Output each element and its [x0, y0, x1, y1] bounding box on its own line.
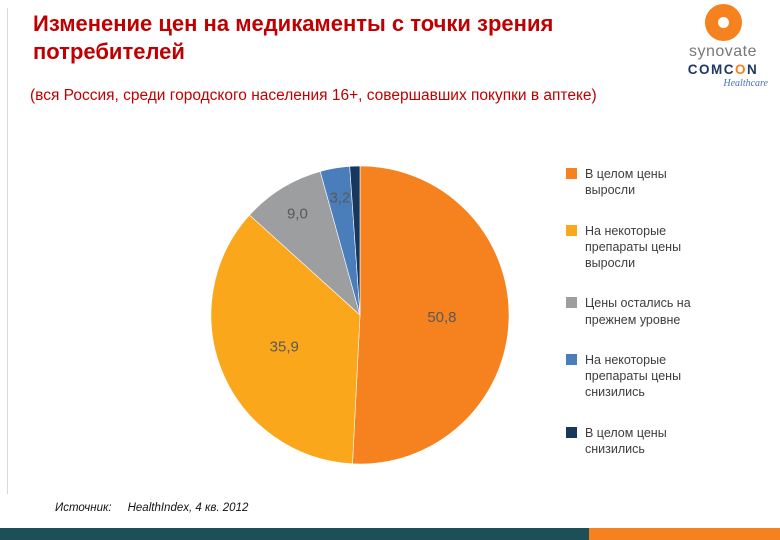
- pie-chart-area: 50,8 35,9 9,0 3,2: [208, 163, 512, 467]
- legend-item: В целом цены снизились: [566, 425, 771, 458]
- footer-bar: [0, 528, 780, 540]
- legend-item: На некоторые препараты цены выросли: [566, 223, 771, 272]
- legend-label: В целом цены снизились: [585, 425, 667, 456]
- brand-comcon: COMCON: [688, 62, 759, 77]
- legend-swatch: [566, 224, 577, 236]
- pie-slice: [349, 165, 361, 316]
- brand-comcon-orange-o: O: [734, 62, 747, 77]
- synovate-ring-icon: [704, 4, 742, 41]
- brand-synovate: synovate: [688, 43, 758, 60]
- brand-healthcare: Healthcare: [723, 78, 768, 89]
- source-value: HealthIndex, 4 кв. 2012: [127, 502, 249, 514]
- legend-item: На некоторые препараты цены снизились: [566, 352, 771, 401]
- source-line: Источник: HealthIndex, 4 кв. 2012: [55, 502, 248, 514]
- pie-data-label: 50,8: [427, 309, 456, 326]
- chart-legend: В целом цены выросли На некоторые препар…: [566, 166, 771, 457]
- brand-comcon-part2: N: [747, 62, 759, 77]
- legend-item: Цены остались на прежнем уровне: [566, 295, 771, 328]
- pie-slice: [352, 165, 510, 465]
- pie-data-label: 35,9: [270, 338, 299, 355]
- footer-bar-accent: [588, 528, 780, 540]
- pie-data-label: 9,0: [287, 206, 308, 223]
- legend-label: На некоторые препараты цены снизились: [585, 352, 682, 400]
- source-label: Источник:: [55, 502, 112, 514]
- page-subtitle: (вся Россия, среди городского населения …: [30, 87, 597, 104]
- pie-slice: [249, 171, 361, 316]
- page-title: Изменение цен на медикаменты с точки зре…: [33, 11, 554, 65]
- brand-comcon-part1: COMC: [687, 62, 735, 77]
- left-rule: [7, 8, 8, 494]
- synovate-comcon-logo: synovate COMCON Healthcare: [676, 4, 770, 89]
- pie-chart: 50,8 35,9 9,0 3,2: [210, 165, 510, 465]
- pie-slice: [210, 214, 361, 465]
- legend-item: В целом цены выросли: [566, 166, 771, 199]
- legend-label: На некоторые препараты цены выросли: [585, 223, 682, 271]
- footer-bar-main: [0, 528, 589, 540]
- pie-data-label: 3,2: [329, 190, 350, 207]
- legend-swatch: [566, 353, 577, 365]
- legend-label: В целом цены выросли: [585, 167, 667, 198]
- legend-label: Цены остались на прежнем уровне: [585, 296, 691, 327]
- legend-swatch: [566, 168, 577, 179]
- legend-swatch: [566, 297, 577, 309]
- legend-swatch: [566, 426, 577, 438]
